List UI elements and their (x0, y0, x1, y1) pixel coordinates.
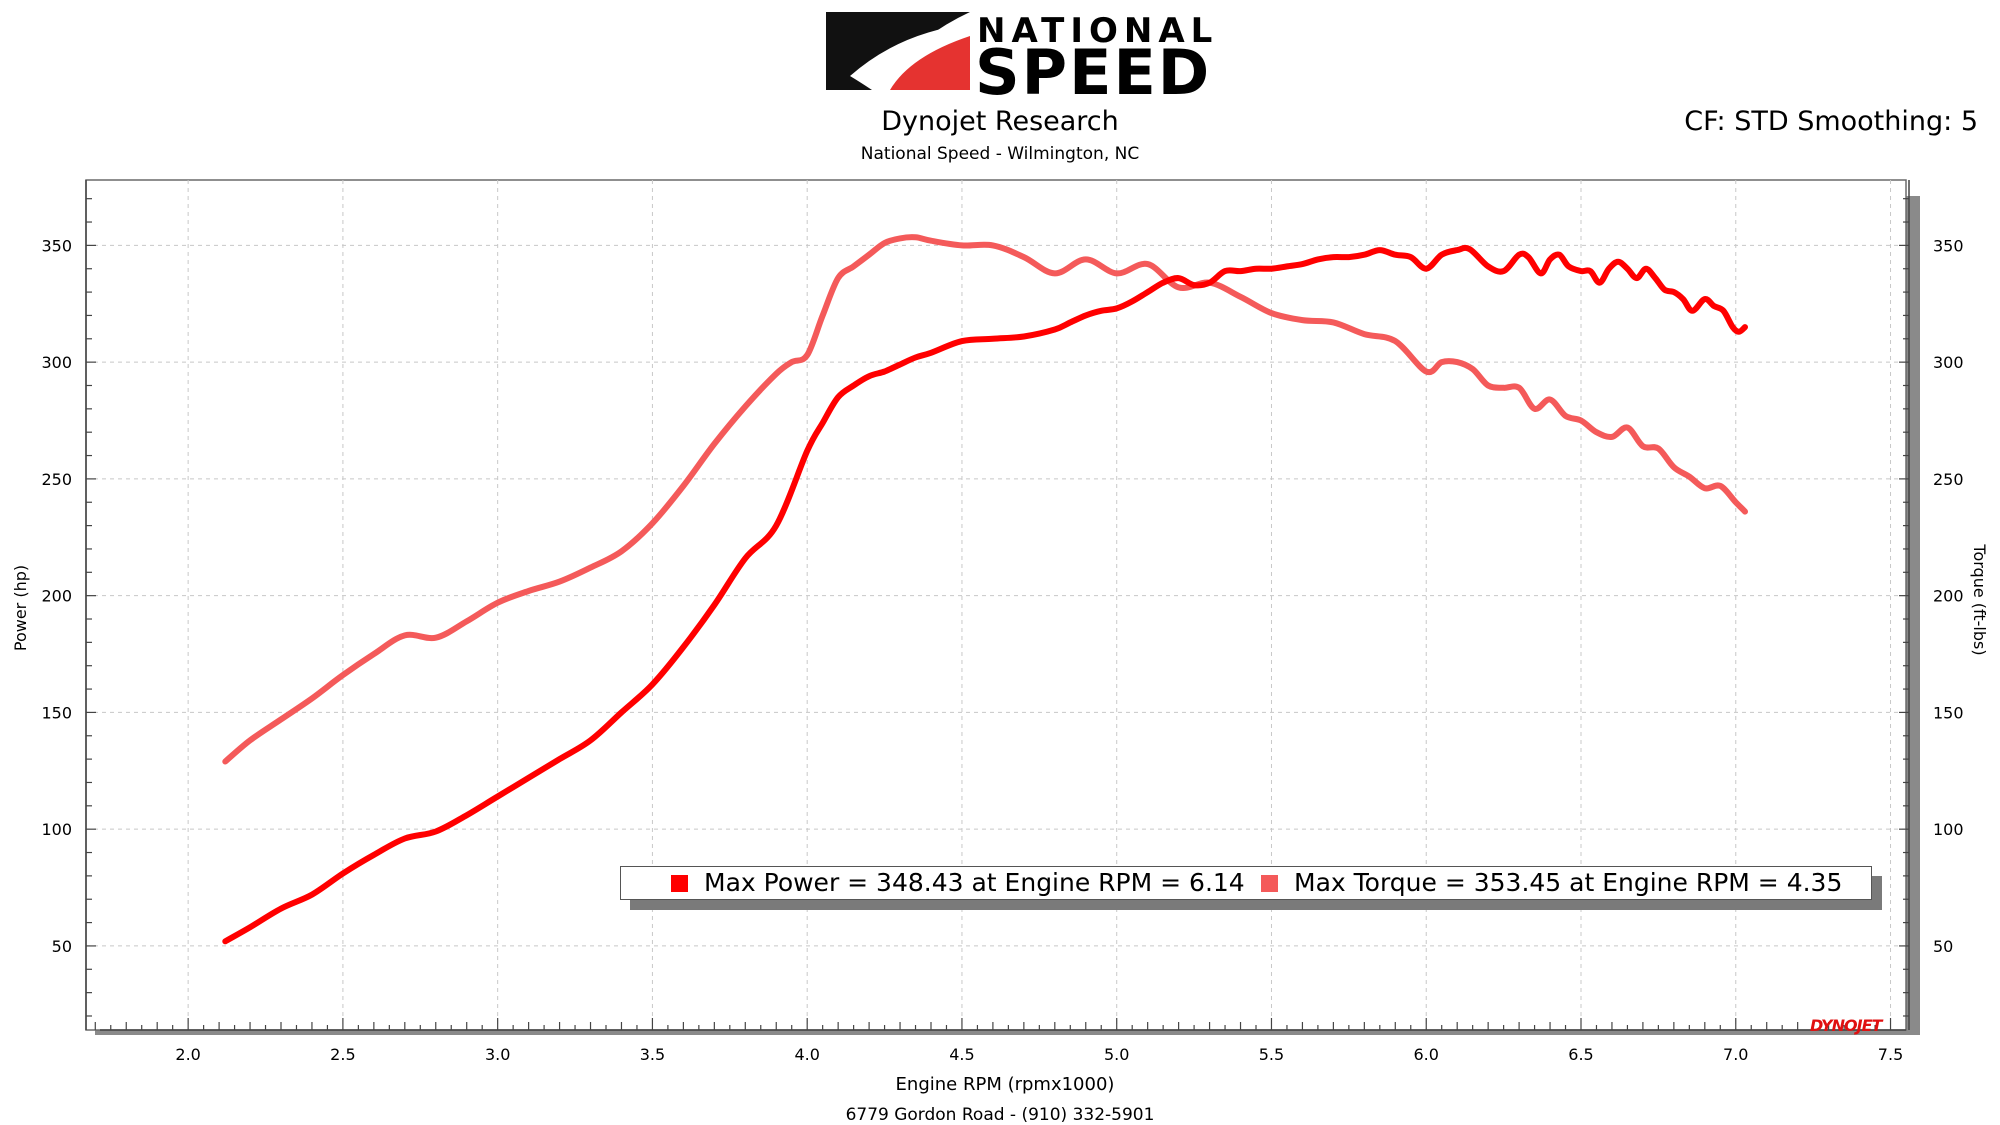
legend-label-torque: Max Torque = 353.45 at Engine RPM = 4.35 (1294, 868, 1843, 897)
x-tick-label: 6.0 (1414, 1045, 1439, 1064)
footer-address: 6779 Gordon Road - (910) 332-5901 (845, 1105, 1155, 1125)
legend-item-power: Max Power = 348.43 at Engine RPM = 6.14 (671, 867, 1245, 899)
legend-swatch-torque (1261, 875, 1278, 892)
x-tick-label: 2.5 (330, 1045, 355, 1064)
legend-swatch-power (671, 875, 688, 892)
y2-tick-label: 100 (1933, 820, 1964, 839)
x-tick-label: 5.5 (1259, 1045, 1284, 1064)
y-tick-label: 50 (52, 937, 72, 956)
x-tick-label: 3.0 (485, 1045, 510, 1064)
logo-text-national: NATIONAL (977, 11, 1219, 51)
x-tick-label: 3.5 (640, 1045, 665, 1064)
power-curve-line (222, 244, 1748, 945)
y2-tick-label: 250 (1933, 470, 1964, 489)
x-tick-label: 4.0 (794, 1045, 819, 1064)
legend-item-torque: Max Torque = 353.45 at Engine RPM = 4.35 (1261, 867, 1842, 899)
y-tick-label: 200 (41, 587, 72, 606)
y2-tick-label: 150 (1933, 703, 1964, 722)
y2-axis-label: Torque (ft-lbs) (1970, 543, 1989, 655)
national-speed-logo: NATIONAL SPEED (820, 10, 1212, 109)
x-tick-label: 2.0 (175, 1045, 200, 1064)
y-tick-label: 100 (41, 820, 72, 839)
y-tick-label: 150 (41, 703, 72, 722)
y2-tick-label: 50 (1933, 937, 1953, 956)
legend-label-power: Max Power = 348.43 at Engine RPM = 6.14 (704, 868, 1245, 897)
x-tick-label: 6.5 (1568, 1045, 1593, 1064)
y-tick-label: 300 (41, 353, 72, 372)
series-layer (222, 234, 1748, 945)
chart-legend: Max Power = 348.43 at Engine RPM = 6.14 … (620, 866, 1872, 900)
y2-tick-label: 300 (1933, 353, 1964, 372)
dynojet-watermark: DYNOJET (1810, 1016, 1882, 1035)
axes: 2.0 2.5 3.0 3.5 4.0 4.5 5.0 5.5 6.0 6.5 7.0 7.5 50 50… (41, 180, 1964, 1064)
logo-text-speed: SPEED (975, 36, 1212, 109)
y2-tick-label: 350 (1933, 236, 1964, 255)
plot-area (85, 179, 1907, 1031)
logo-swoosh-icon (826, 12, 970, 90)
x-tick-label: 7.5 (1878, 1045, 1903, 1064)
report-title: Dynojet Research (881, 106, 1119, 137)
x-tick-label: 7.0 (1723, 1045, 1748, 1064)
y2-tick-label: 200 (1933, 587, 1964, 606)
y-axis-label: Power (hp) (11, 565, 30, 651)
y-tick-label: 350 (41, 236, 72, 255)
correction-factor-label: CF: STD Smoothing: 5 (1684, 106, 1978, 137)
report-subtitle: National Speed - Wilmington, NC (860, 144, 1140, 164)
torque-curve-line (222, 234, 1748, 765)
x-tick-label: 5.0 (1104, 1045, 1129, 1064)
y-tick-label: 250 (41, 470, 72, 489)
x-tick-label: 4.5 (949, 1045, 974, 1064)
logo-red-shape (890, 36, 970, 90)
x-axis-label: Engine RPM (rpmx1000) (896, 1074, 1115, 1095)
